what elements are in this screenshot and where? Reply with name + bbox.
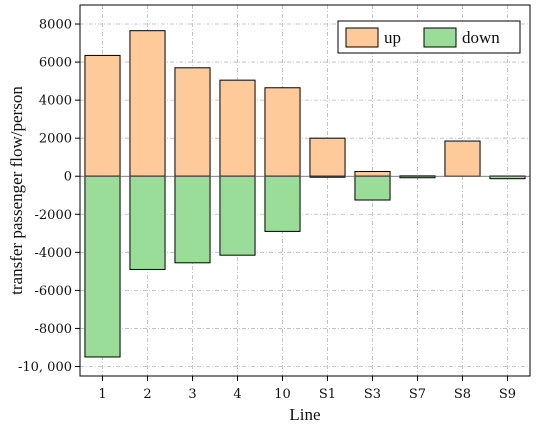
y-tick-label: -10, 000	[18, 360, 72, 375]
x-tick-label: 1	[98, 387, 106, 402]
plot-frame	[79, 4, 531, 377]
y-tick-label: 4000	[39, 94, 72, 109]
y-tick-label: 0	[64, 170, 72, 185]
bar-up-3	[174, 67, 211, 177]
bar-down-2	[129, 175, 166, 270]
x-tick-label: 4	[233, 387, 241, 402]
x-tick-label: S8	[454, 387, 471, 402]
x-axis-title: Line	[289, 405, 320, 424]
x-tick-label: S3	[364, 387, 381, 402]
bar-up-1	[84, 54, 121, 177]
y-tick-label: -2000	[35, 208, 72, 223]
bar-up-S1	[309, 137, 346, 177]
y-axis-title: transfer passenger flow/person	[7, 86, 26, 295]
y-tick-label: -4000	[35, 246, 72, 261]
y-tick-label: -8000	[35, 322, 72, 337]
legend-swatch-up	[345, 27, 379, 48]
legend: up down	[337, 20, 521, 54]
bar-down-10	[264, 175, 301, 232]
bar-down-4	[219, 175, 256, 256]
x-tick-label: 3	[188, 387, 196, 402]
bar-up-4	[219, 79, 256, 177]
bars	[84, 30, 526, 358]
x-tick-label: 2	[143, 387, 151, 402]
legend-label-down: down	[462, 28, 500, 47]
y-tick-label: 8000	[39, 18, 72, 33]
bar-down-1	[84, 175, 121, 358]
legend-swatch-down	[423, 27, 457, 48]
x-tick-label: S1	[319, 387, 336, 402]
y-axis-ticks: 8000 6000 4000 2000 0 -2000 -4000 -6000 -8000 -10…	[18, 18, 80, 375]
legend-label-up: up	[384, 28, 401, 47]
x-tick-label: 10	[274, 387, 291, 402]
bar-up-S3	[354, 170, 391, 177]
x-tick-label: S7	[409, 387, 426, 402]
bar-up-2	[129, 30, 166, 177]
y-tick-label: 6000	[39, 56, 72, 71]
y-tick-label: 2000	[39, 132, 72, 147]
x-axis-ticks: 1 2 3 4 10 S1 S3 S7 S8 S9	[98, 376, 516, 402]
bar-up-S8	[444, 140, 481, 177]
bar-down-3	[174, 175, 211, 264]
bar-down-S3	[354, 175, 391, 201]
x-tick-label: S9	[499, 387, 516, 402]
y-tick-label: -6000	[35, 284, 72, 299]
bar-up-10	[264, 87, 301, 177]
